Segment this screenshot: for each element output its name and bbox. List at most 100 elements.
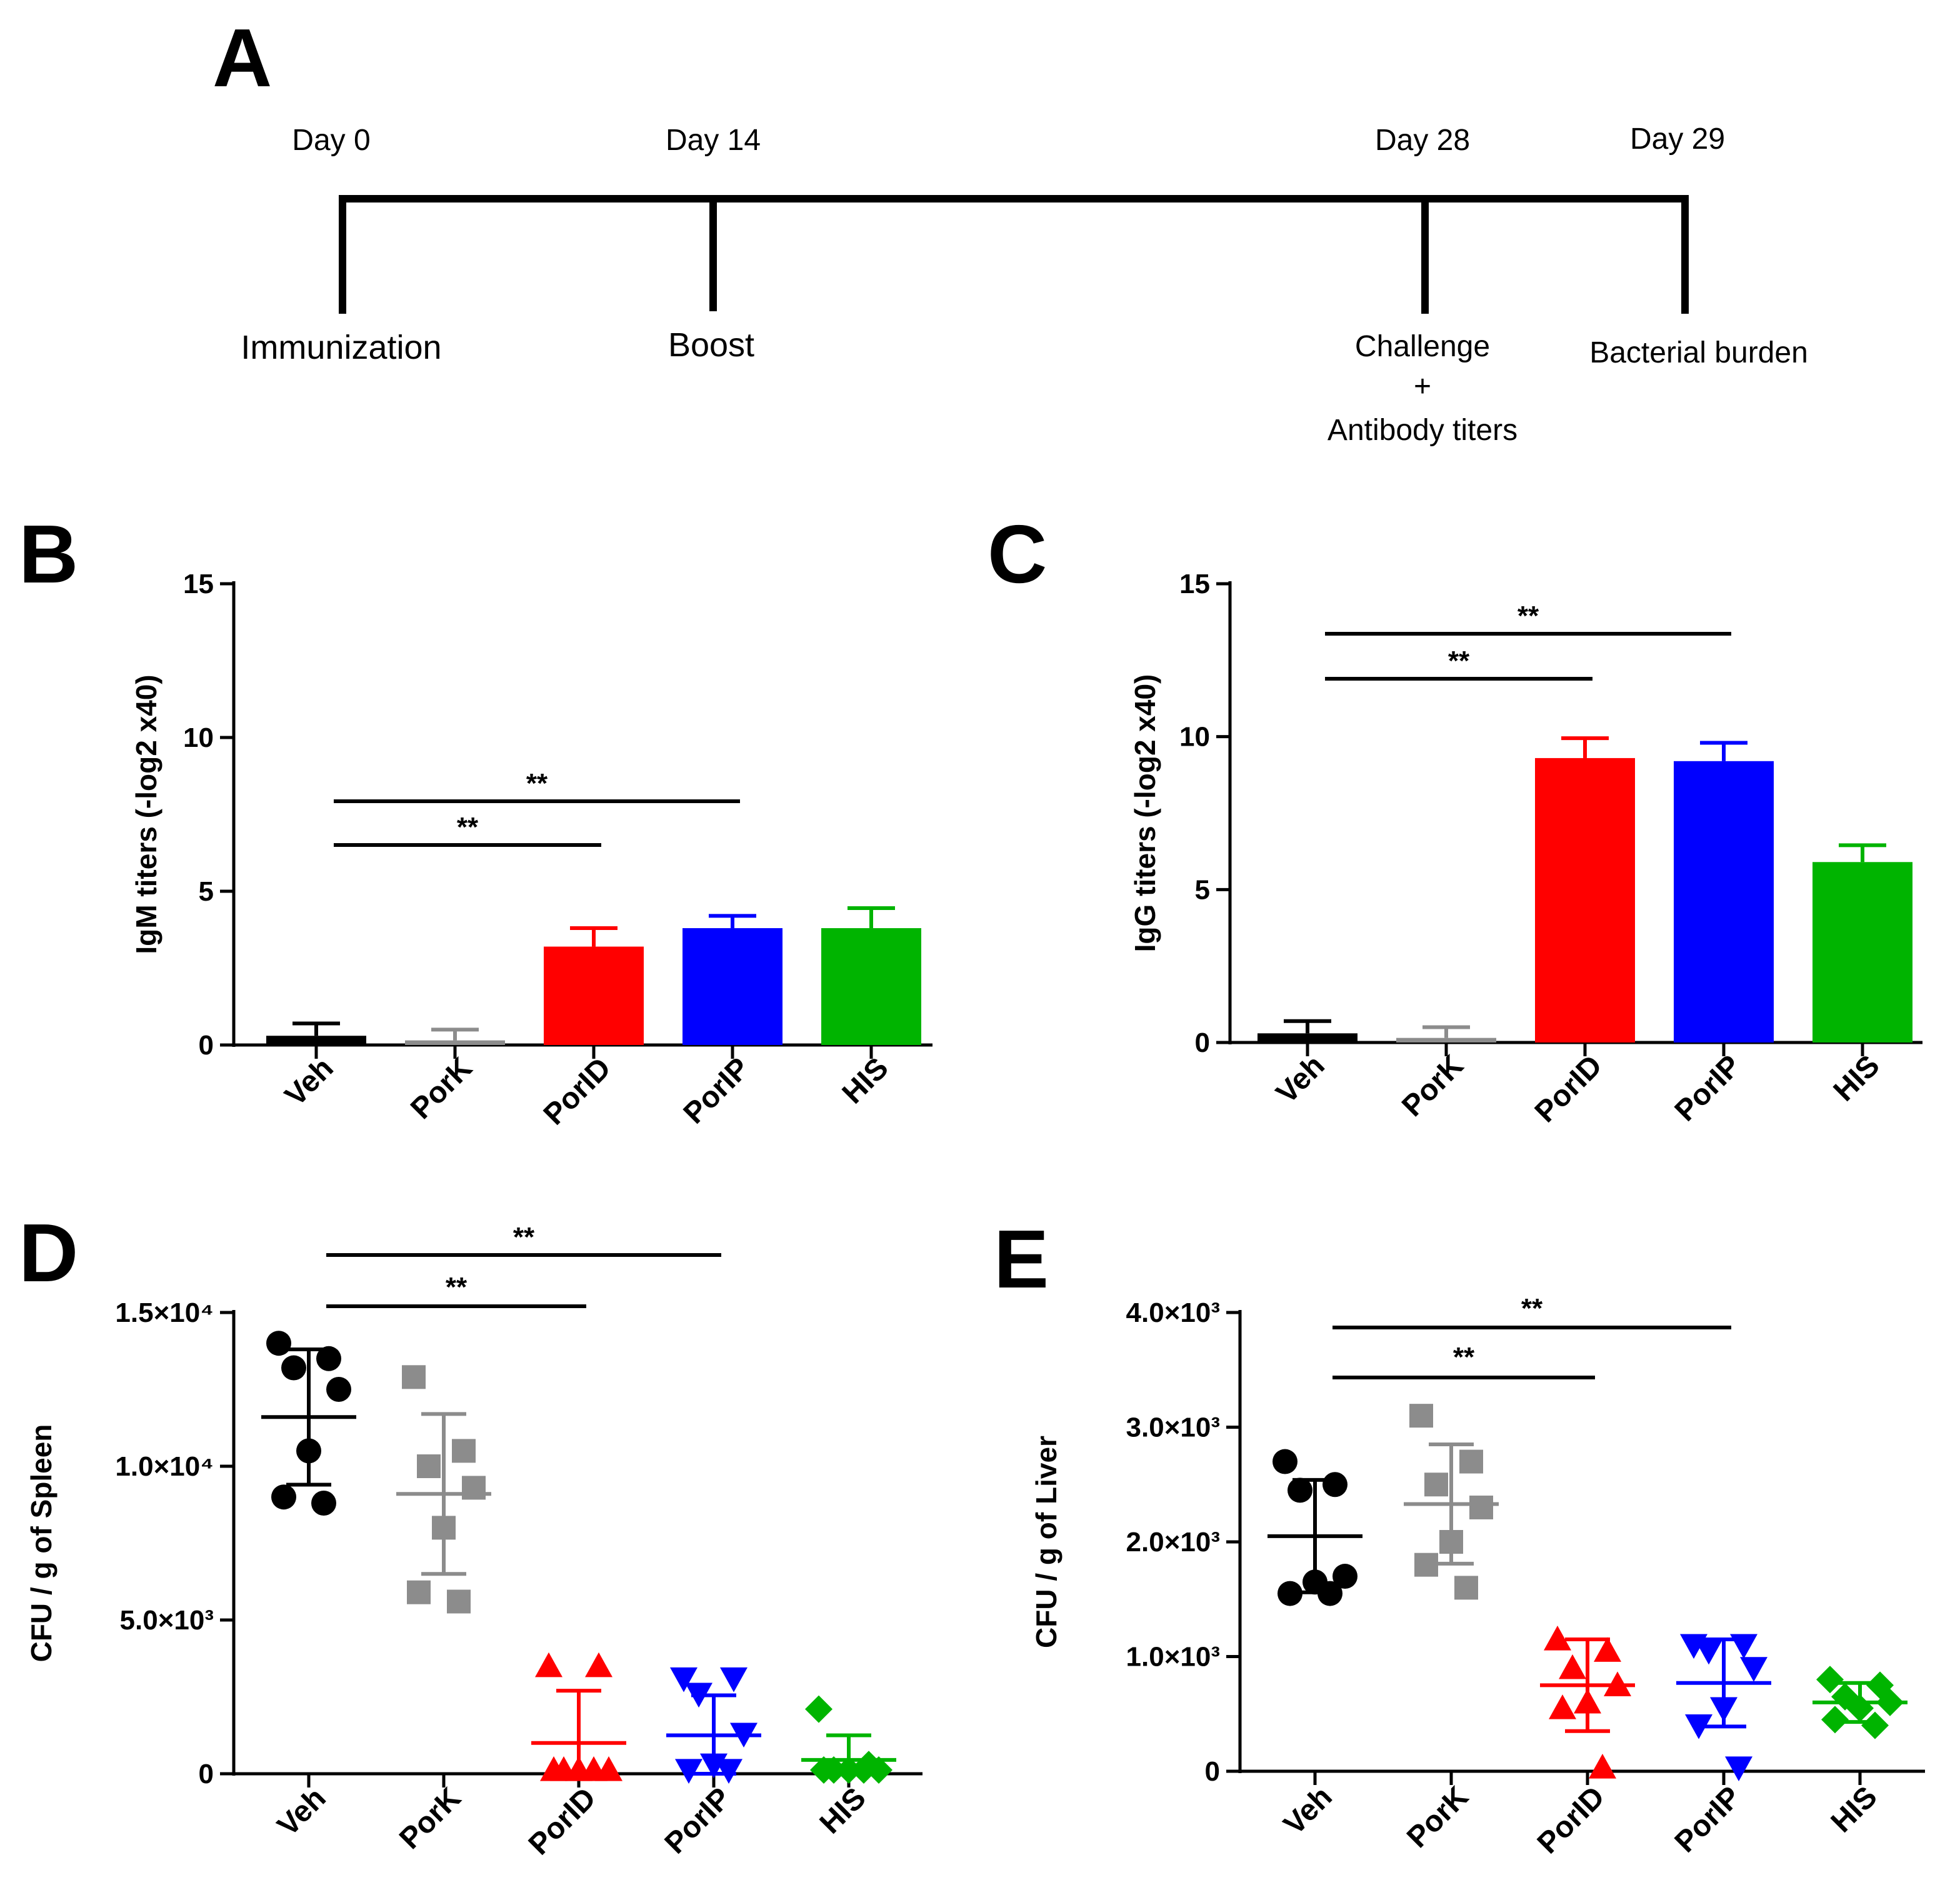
timeline-event-immunization: Immunization: [241, 329, 441, 366]
significance-label: **: [526, 768, 548, 799]
data-point-square: [452, 1439, 476, 1463]
data-point-triangle-up: [535, 1652, 562, 1678]
data-point-triangle-down: [670, 1667, 698, 1692]
data-point-diamond: [865, 1756, 892, 1784]
data-point-diamond: [1846, 1694, 1874, 1722]
bar: [1674, 761, 1774, 1042]
data-point-diamond: [850, 1756, 878, 1784]
data-point-diamond: [1816, 1666, 1844, 1694]
data-point-square: [1454, 1576, 1478, 1600]
y-tick-label: 1.5×10⁴: [115, 1298, 214, 1328]
timeline-event-bacterial-burden: Bacterial burden: [1589, 336, 1808, 369]
data-point-circle: [296, 1438, 321, 1464]
data-point-diamond: [805, 1695, 832, 1723]
data-point-circle: [281, 1355, 306, 1381]
data-point-circle: [1278, 1581, 1302, 1606]
bar: [821, 928, 921, 1045]
data-point-circle: [1318, 1581, 1342, 1606]
data-point-circle: [316, 1346, 341, 1371]
y-axis-label: IgM titers (-log2 x40): [130, 674, 162, 954]
timeline-day-label: Day 0: [292, 124, 370, 157]
data-point-diamond: [1821, 1706, 1849, 1734]
data-point-square: [407, 1580, 431, 1604]
x-tick-label: PorK: [1401, 1780, 1475, 1854]
data-point-triangle-up: [585, 1652, 612, 1678]
data-point-circle: [266, 1331, 291, 1356]
data-point-triangle-up: [1544, 1625, 1571, 1651]
data-point-circle: [1322, 1472, 1348, 1498]
significance-label: **: [446, 1272, 468, 1302]
data-point-triangle-up: [1589, 1754, 1616, 1779]
timeline-day-label: Day 14: [666, 124, 761, 157]
data-point-square: [417, 1454, 441, 1478]
data-point-diamond: [810, 1756, 838, 1784]
x-tick-label: HIS: [1828, 1049, 1886, 1108]
significance-label: **: [513, 1222, 535, 1252]
y-tick-label: 10: [183, 722, 214, 753]
data-point-triangle-down: [720, 1667, 748, 1692]
panel-letter-a: A: [212, 12, 272, 104]
data-point-square: [1424, 1472, 1448, 1497]
data-point-triangle-up: [1574, 1688, 1601, 1714]
panel-b-igm-bar-chart: B 0 5 10 15 IgM titers (-log2 x40) Veh PorK PorI…: [19, 508, 932, 1131]
y-axis-label: CFU / g of Liver: [1030, 1436, 1062, 1648]
data-point-square: [1459, 1449, 1483, 1474]
x-tick-label: Veh: [279, 1051, 340, 1112]
data-point-triangle-down: [1710, 1697, 1738, 1722]
y-tick-label: 5.0×10³: [120, 1605, 214, 1636]
timeline-event-boost: Boost: [668, 326, 754, 364]
bar: [1535, 758, 1635, 1042]
significance-label: **: [1448, 646, 1470, 676]
data-point-triangle-down: [1725, 1756, 1752, 1781]
data-point-triangle-down: [1740, 1657, 1768, 1682]
data-point-circle: [311, 1491, 336, 1516]
data-point-square: [432, 1516, 456, 1540]
x-tick-label: Veh: [271, 1781, 332, 1842]
x-tick-label: PorID: [1529, 1049, 1609, 1129]
panel-e-liver-scatter: E 0 1.0×10³ 2.0×10³ 3.0×10³ 4.0×10³ CFU / g of…: [994, 1213, 1925, 1860]
data-point-triangle-up: [1549, 1694, 1576, 1719]
data-point-circle: [1332, 1564, 1358, 1589]
data-point-diamond: [1876, 1688, 1904, 1716]
timeline-event-antibody-titers: Antibody titers: [1328, 414, 1518, 447]
data-point-triangle-up: [1559, 1654, 1586, 1679]
panel-a-timeline: A Day 0 Day 14 Day 28 Day 29 Immunizatio…: [212, 12, 1808, 447]
significance-label: **: [1521, 1293, 1543, 1324]
bar: [1812, 862, 1912, 1042]
data-point-circle: [271, 1484, 296, 1510]
x-tick-label: PorID: [1531, 1780, 1611, 1860]
data-point-triangle-down: [730, 1722, 758, 1748]
y-tick-label: 2.0×10³: [1126, 1527, 1220, 1558]
x-tick-label: Veh: [1270, 1049, 1331, 1110]
data-point-triangle-up: [580, 1756, 608, 1781]
data-point-triangle-up: [1594, 1637, 1621, 1662]
data-point-square: [447, 1589, 471, 1614]
y-tick-label: 1.0×10⁴: [115, 1451, 214, 1482]
bar: [1396, 1038, 1496, 1042]
significance-label: **: [457, 812, 479, 842]
data-point-circle: [326, 1377, 351, 1402]
data-point-circle: [1272, 1449, 1298, 1474]
panel-d-spleen-scatter: D 0 5.0×10³ 1.0×10⁴ 1.5×10⁴ CFU / g of Spleen…: [19, 1207, 922, 1861]
x-tick-label: PorIP: [1669, 1049, 1748, 1128]
significance-label: **: [1518, 601, 1539, 631]
data-point-triangle-down: [1695, 1639, 1722, 1665]
y-tick-label: 10: [1179, 722, 1210, 752]
significance-label: **: [1453, 1342, 1475, 1372]
y-tick-label: 0: [199, 1759, 214, 1789]
y-tick-label: 15: [1179, 569, 1210, 599]
data-point-triangle-down: [685, 1682, 712, 1708]
data-point-triangle-down: [715, 1759, 742, 1784]
x-tick-label: PorK: [1396, 1049, 1470, 1123]
x-tick-label: PorIP: [678, 1051, 756, 1130]
data-point-triangle-up: [1604, 1671, 1631, 1696]
x-tick-label: HIS: [1825, 1780, 1884, 1839]
x-tick-label: PorK: [393, 1781, 468, 1856]
y-tick-label: 0: [199, 1030, 214, 1061]
data-point-diamond: [835, 1756, 862, 1784]
y-tick-label: 4.0×10³: [1126, 1298, 1220, 1328]
x-tick-label: PorIP: [659, 1781, 738, 1860]
panel-letter-b: B: [19, 508, 78, 600]
y-tick-label: 3.0×10³: [1126, 1412, 1220, 1443]
